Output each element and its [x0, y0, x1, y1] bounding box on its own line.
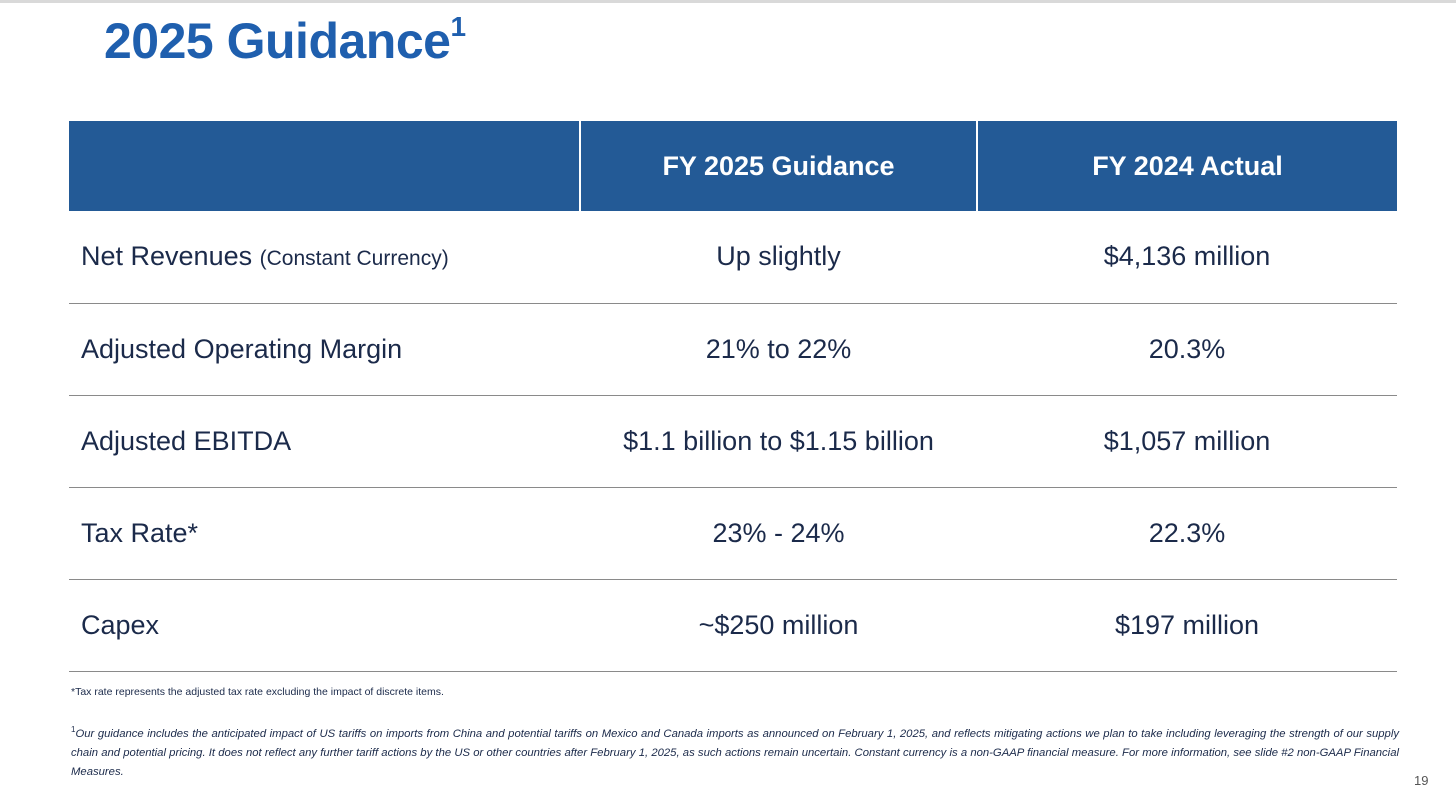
title-footnote-mark: 1	[450, 11, 466, 43]
table-header-row: FY 2025 Guidance FY 2024 Actual	[69, 121, 1397, 211]
guidance-footnote-mark: 1	[71, 725, 76, 734]
page-number: 19	[1414, 773, 1429, 788]
top-rule	[0, 0, 1456, 3]
guidance-table: FY 2025 Guidance FY 2024 Actual Net Reve…	[69, 121, 1397, 672]
header-fy2024-actual: FY 2024 Actual	[976, 121, 1397, 211]
row-label-tax-rate: Tax Rate*	[69, 487, 580, 580]
guidance-cell: 23% - 24%	[580, 487, 977, 580]
guidance-footnote-text: Our guidance includes the anticipated im…	[71, 727, 1399, 778]
tax-rate-footnote: *Tax rate represents the adjusted tax ra…	[71, 686, 444, 698]
actual-cell: $4,136 million	[977, 211, 1397, 304]
guidance-footnote: 1Our guidance includes the anticipated i…	[71, 720, 1399, 782]
guidance-cell: ~$250 million	[580, 579, 977, 672]
row-label-qualifier: (Constant Currency)	[259, 247, 449, 271]
header-empty-cell	[69, 121, 580, 211]
slide-title: 2025 Guidance1	[104, 11, 466, 70]
table-row: Net Revenues (Constant Currency) Up slig…	[69, 211, 1397, 304]
actual-cell: $197 million	[977, 579, 1397, 672]
actual-cell: $1,057 million	[977, 395, 1397, 488]
row-label-adjusted-ebitda: Adjusted EBITDA	[69, 395, 580, 488]
actual-cell: 22.3%	[977, 487, 1397, 580]
guidance-cell: $1.1 billion to $1.15 billion	[580, 395, 977, 488]
row-label-text: Net Revenues	[81, 241, 253, 272]
header-fy2025-guidance: FY 2025 Guidance	[579, 121, 977, 211]
slide-title-text: 2025 Guidance	[104, 13, 451, 69]
table-row: Adjusted EBITDA $1.1 billion to $1.15 bi…	[69, 395, 1397, 488]
row-label-capex: Capex	[69, 579, 580, 672]
table-row: Capex ~$250 million $197 million	[69, 579, 1397, 672]
guidance-cell: Up slightly	[580, 211, 977, 304]
row-label-net-revenues: Net Revenues (Constant Currency)	[69, 211, 580, 304]
guidance-cell: 21% to 22%	[580, 303, 977, 396]
actual-cell: 20.3%	[977, 303, 1397, 396]
row-label-adjusted-operating-margin: Adjusted Operating Margin	[69, 303, 580, 396]
table-row: Adjusted Operating Margin 21% to 22% 20.…	[69, 303, 1397, 396]
table-row: Tax Rate* 23% - 24% 22.3%	[69, 487, 1397, 580]
